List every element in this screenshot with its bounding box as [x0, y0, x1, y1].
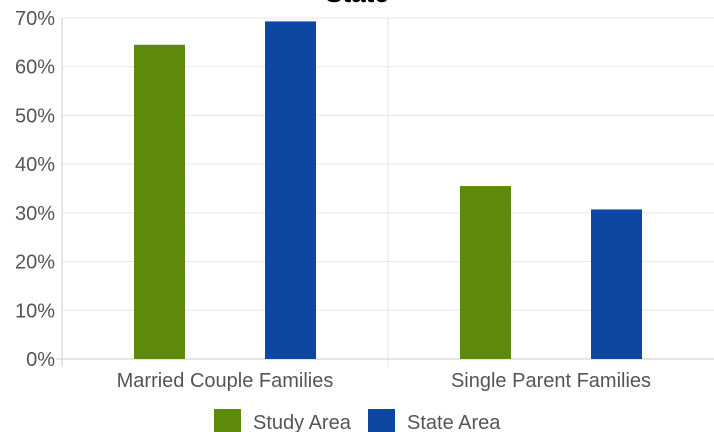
y-tick-label: 70%: [15, 8, 55, 30]
legend-swatch: [368, 409, 395, 432]
legend-label: State Area: [407, 412, 501, 432]
bar-state-area-1: [265, 21, 316, 359]
y-tick-label: 20%: [15, 252, 55, 274]
bar-study-area-1: [134, 44, 185, 360]
bars: [134, 21, 642, 360]
y-tick-label: 40%: [15, 154, 55, 176]
y-axis-ticks: 0% 10% 20% 30% 40% 50% 60% 70%: [15, 8, 55, 371]
y-tick-label: 50%: [15, 105, 55, 127]
x-axis-categories: Married Couple Families Single Parent Fam…: [117, 370, 651, 392]
y-tick-label: 30%: [15, 203, 55, 225]
x-category-label: Married Couple Families: [117, 370, 334, 392]
legend-swatch: [214, 409, 241, 432]
chart-title: State: [325, 0, 389, 8]
y-tick-label: 10%: [15, 300, 55, 322]
y-tick-label: 60%: [15, 57, 55, 79]
legend: Study Area State Area: [214, 409, 501, 432]
y-tick-label: 0%: [26, 349, 55, 371]
legend-label: Study Area: [253, 412, 352, 432]
x-category-label: Single Parent Families: [451, 370, 651, 392]
bar-study-area-2: [460, 186, 511, 359]
bar-state-area-2: [591, 209, 642, 359]
